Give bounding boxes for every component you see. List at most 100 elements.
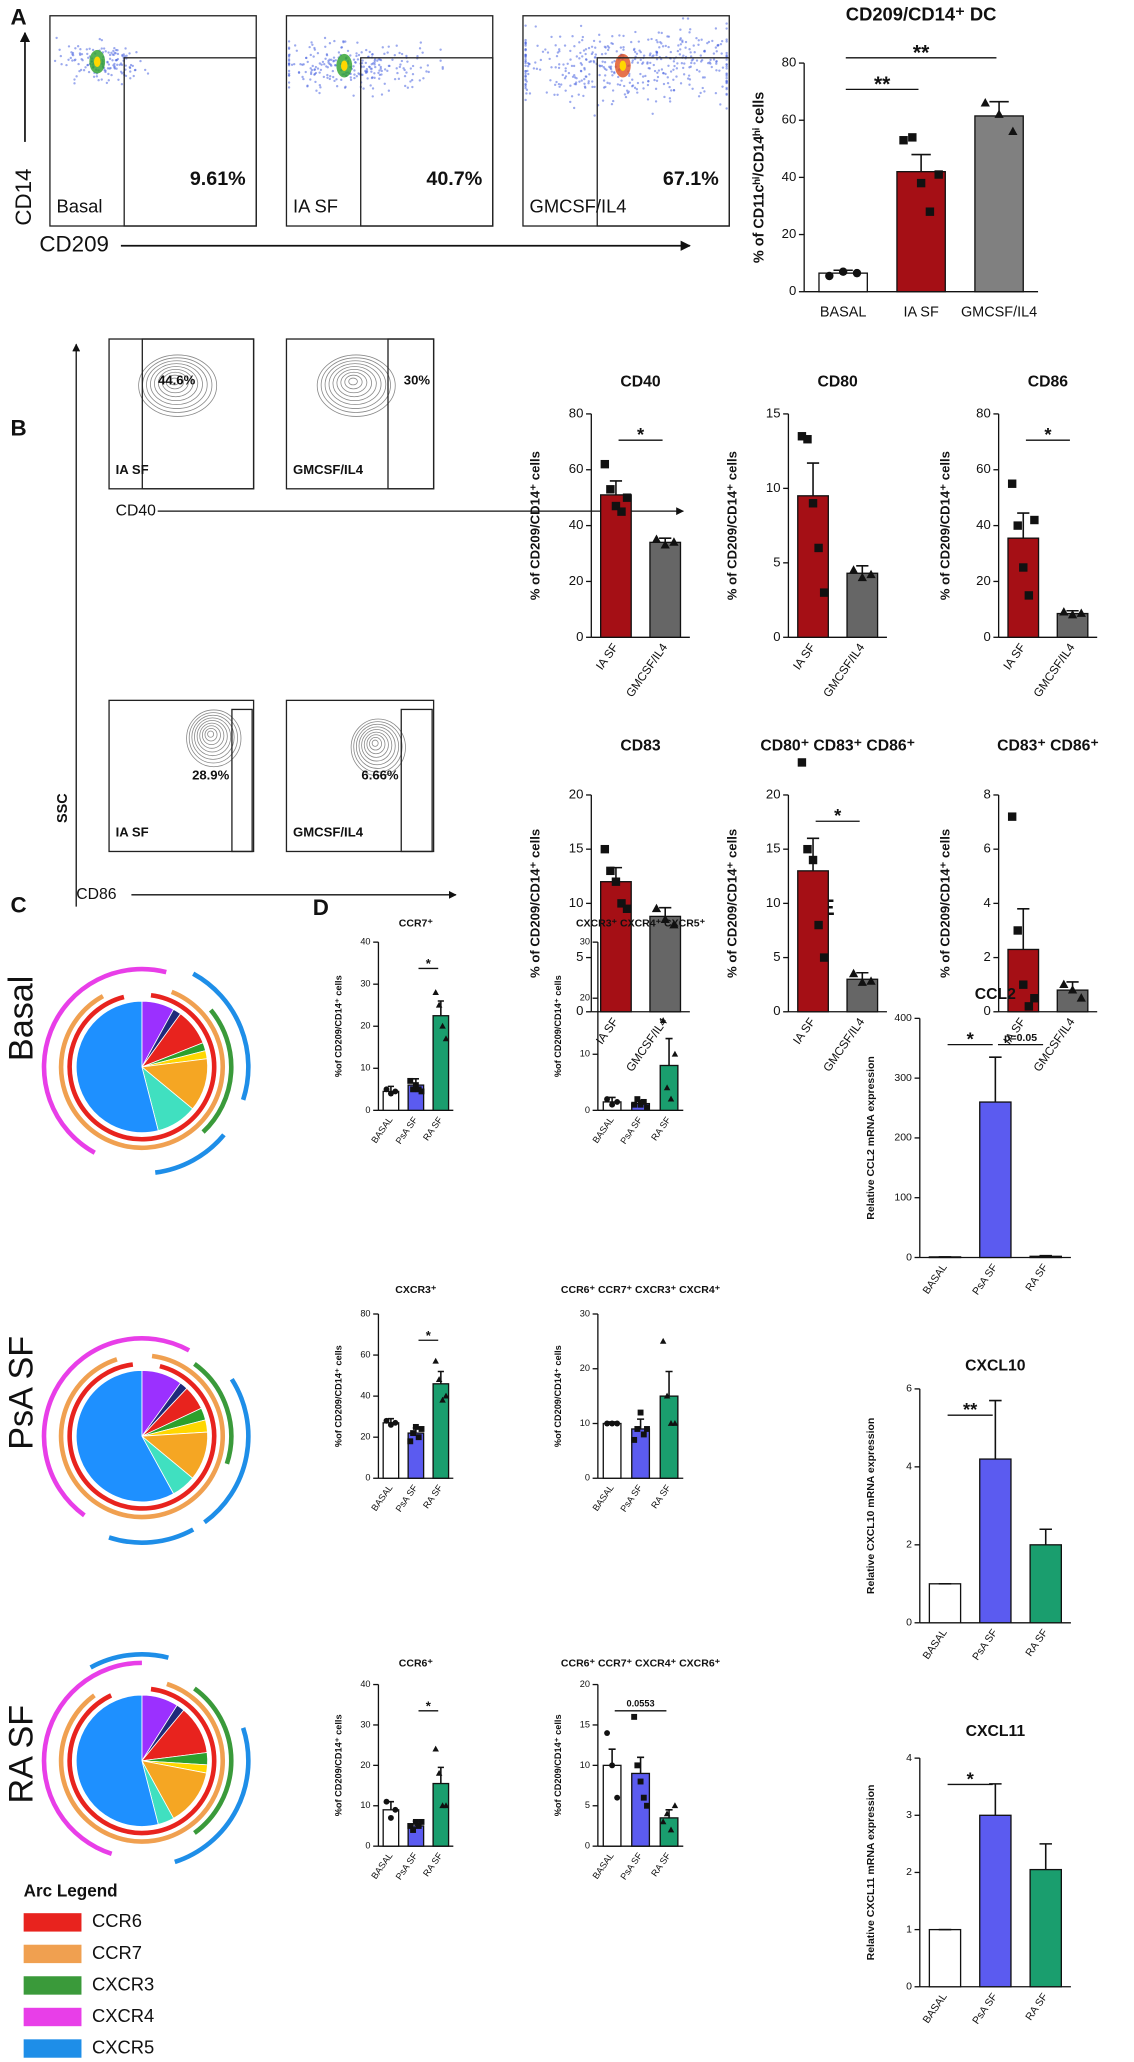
flow-event bbox=[84, 66, 87, 69]
flow-event bbox=[288, 53, 291, 56]
error-bar bbox=[1039, 1528, 1052, 1545]
data-point bbox=[667, 1095, 675, 1102]
data-point bbox=[617, 899, 626, 908]
flow-event bbox=[637, 40, 641, 43]
legend-title: Arc Legend bbox=[24, 1882, 118, 1901]
flow-event bbox=[684, 40, 688, 44]
flow-event bbox=[318, 71, 321, 74]
flow-event bbox=[332, 60, 335, 63]
flow-event bbox=[524, 57, 527, 61]
arc bbox=[58, 989, 226, 1151]
flow-event bbox=[580, 63, 584, 66]
flow-event bbox=[656, 71, 659, 74]
flow-contour bbox=[169, 377, 180, 386]
y-tick-label: 20 bbox=[569, 573, 584, 588]
flow-event bbox=[582, 94, 585, 98]
data-point bbox=[442, 1035, 450, 1042]
flow-event bbox=[598, 40, 602, 43]
flow-contour bbox=[344, 374, 363, 390]
flow-event bbox=[439, 48, 442, 51]
data-point bbox=[1019, 980, 1028, 989]
flow-event bbox=[369, 84, 372, 87]
flow-plot-name: Basal bbox=[57, 195, 103, 216]
flow-event bbox=[124, 47, 127, 50]
data-point bbox=[617, 507, 626, 516]
error-bar bbox=[665, 1809, 673, 1818]
data-point bbox=[819, 953, 829, 962]
flow-event bbox=[398, 51, 401, 55]
flow-event bbox=[368, 65, 371, 68]
data-point bbox=[651, 534, 662, 543]
flow-event bbox=[582, 49, 586, 52]
y-tick-label: 8 bbox=[983, 786, 990, 801]
flow-event bbox=[603, 61, 607, 64]
flow-contour bbox=[366, 734, 386, 755]
flow-event bbox=[712, 58, 716, 61]
flow-event bbox=[638, 49, 641, 52]
flow-event bbox=[555, 80, 558, 84]
flow-gate-value: 9.61% bbox=[190, 168, 246, 190]
data-point bbox=[442, 1802, 450, 1809]
flow-event bbox=[622, 84, 626, 88]
flow-event bbox=[97, 79, 100, 82]
data-point bbox=[925, 207, 935, 216]
x-tick-label: IA SF bbox=[790, 641, 818, 673]
flow-event bbox=[604, 52, 607, 55]
flow-contour bbox=[353, 721, 403, 773]
flow-event bbox=[641, 81, 645, 84]
flow-event bbox=[647, 38, 650, 41]
data-point bbox=[637, 1778, 644, 1785]
flow-event bbox=[113, 46, 116, 50]
data-point bbox=[659, 1017, 667, 1023]
flow-event bbox=[654, 87, 658, 91]
data-point bbox=[1013, 926, 1022, 935]
flow-event bbox=[318, 91, 321, 95]
data-point bbox=[644, 1104, 650, 1111]
flow-event bbox=[622, 34, 625, 38]
flow-contour bbox=[320, 357, 391, 413]
x-tick-label: IA SF bbox=[903, 305, 938, 321]
data-point bbox=[407, 1438, 414, 1445]
flow-event bbox=[594, 53, 597, 56]
flow-event bbox=[615, 50, 618, 53]
data-point bbox=[808, 499, 818, 508]
flow-event bbox=[575, 55, 578, 58]
flow-event bbox=[524, 74, 527, 77]
flow-event bbox=[67, 58, 70, 61]
flow-event bbox=[313, 68, 316, 72]
flow-event bbox=[364, 61, 368, 65]
data-point bbox=[644, 1802, 650, 1809]
chart-title: CD40 bbox=[620, 374, 661, 391]
flow-plot-name: GMCSF/IL4 bbox=[293, 462, 364, 477]
flow-contour bbox=[348, 377, 358, 386]
flow-event bbox=[606, 81, 609, 85]
flow-event bbox=[314, 80, 317, 84]
arc bbox=[192, 971, 251, 1101]
y-tick-label: 20 bbox=[580, 1679, 590, 1689]
flow-gate bbox=[141, 338, 255, 490]
flow-event bbox=[371, 87, 375, 90]
flow-event bbox=[316, 51, 320, 55]
flow-event bbox=[684, 46, 687, 49]
data-point bbox=[392, 1806, 399, 1813]
error-bar bbox=[806, 462, 820, 496]
data-point bbox=[418, 1818, 425, 1825]
x-tick-label: IA SF bbox=[593, 641, 621, 673]
flow-event bbox=[104, 50, 107, 53]
data-point bbox=[600, 844, 610, 854]
flow-event bbox=[712, 52, 716, 55]
y-tick-label: 80 bbox=[569, 405, 584, 420]
flow-event bbox=[592, 59, 595, 63]
flow-event bbox=[549, 79, 552, 82]
panel-label: B bbox=[11, 416, 27, 441]
flow-event bbox=[78, 69, 81, 73]
flow-event bbox=[657, 69, 661, 72]
flow-event bbox=[584, 48, 588, 51]
pie-slice bbox=[75, 1694, 159, 1827]
flow-event bbox=[337, 51, 341, 54]
data-point bbox=[669, 920, 679, 929]
flow-event bbox=[353, 76, 356, 80]
error-bar bbox=[609, 480, 623, 495]
flow-event bbox=[681, 66, 685, 70]
flow-event bbox=[525, 80, 528, 83]
